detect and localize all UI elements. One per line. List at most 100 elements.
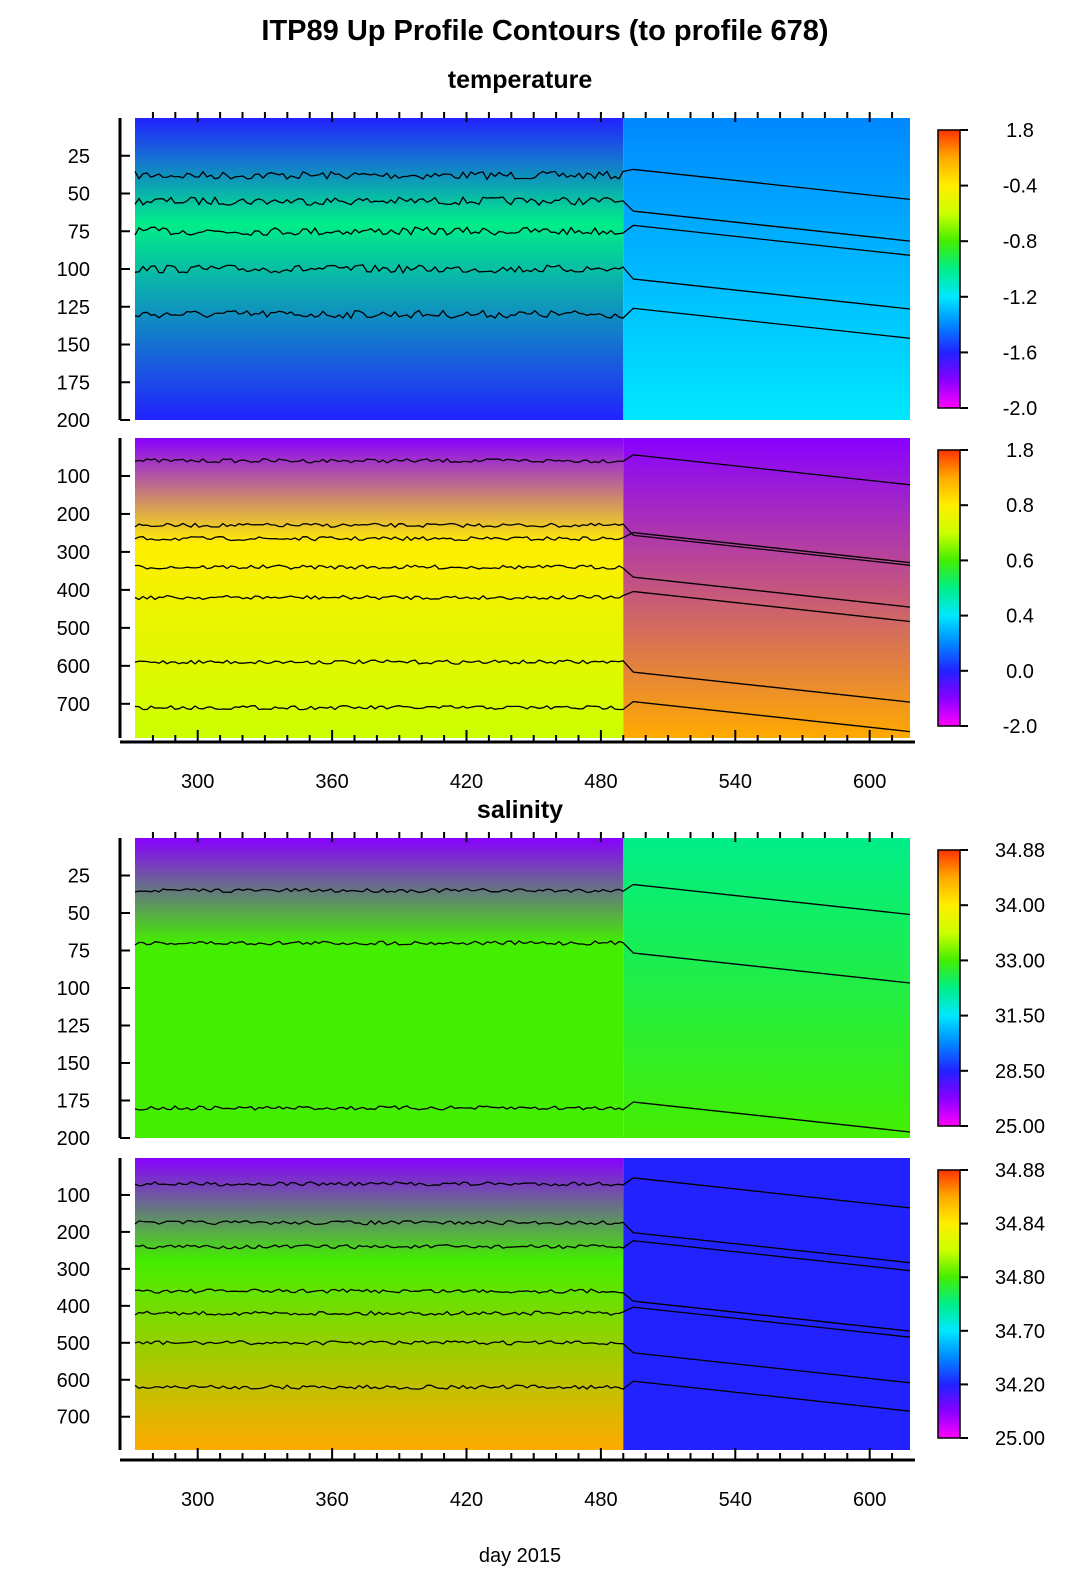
y-tick-label: 600 [57,656,90,678]
colorbar-label: 34.88 [995,840,1045,862]
x-tick-label: 600 [853,771,886,793]
y-tick-label: 200 [57,1128,90,1150]
x-tick-label: 540 [719,1489,752,1511]
contour-line [134,940,911,984]
colorbar-label: -0.8 [1003,231,1037,253]
colorbar-label: -2.0 [1003,716,1037,738]
contour-line [135,564,911,608]
contour-line [134,1219,911,1264]
heatmap-field-temperature-1 [135,118,624,420]
contour-line [134,307,911,339]
section-title-temperature: temperature [448,66,593,94]
colorbar-label: 34.20 [995,1374,1045,1396]
colorbar-temperature-1 [937,129,961,409]
x-tick-label: 480 [584,771,617,793]
y-tick-label: 500 [57,618,90,640]
heatmap-extrapolated-temperature-1 [623,118,910,420]
heatmap-extrapolated-temperature-2 [623,438,910,738]
x-tick-label: 480 [584,1489,617,1511]
contour-line [134,700,911,733]
x-tick-label: 420 [450,771,483,793]
y-tick-label: 50 [68,903,90,925]
contour-line [134,1101,911,1133]
colorbar-label: 34.00 [995,895,1045,917]
contour-line [134,168,911,201]
colorbar-label: 34.80 [995,1267,1045,1289]
y-tick-label: 100 [57,466,90,488]
x-tick-label: 540 [719,771,752,793]
colorbar-label: -1.2 [1003,287,1037,309]
panel-group: 25 50 75 100 125 150 175 200 1.8 -0.4 -0.8 -1.2 -1.6… [57,112,1045,1511]
y-tick-label: 25 [68,146,90,168]
x-tick-label: 360 [315,771,348,793]
contour-line [134,196,911,242]
colorbar-label: 0.6 [1006,550,1034,572]
contour-line [134,531,911,564]
x-tick-label: 600 [853,1489,886,1511]
contour-line [134,1380,911,1412]
contour-line [134,1240,911,1272]
colorbar-label: 28.50 [995,1061,1045,1083]
y-tick-label: 300 [57,542,90,564]
chart-title: ITP89 Up Profile Contours (to profile 67… [261,15,828,47]
contour-line [134,454,911,486]
y-tick-label: 500 [57,1333,90,1355]
contour-line [134,1177,911,1209]
colorbar-salinity-1 [937,849,961,1127]
y-tick-label: 400 [57,1296,90,1318]
y-tick-label: 200 [57,410,90,432]
y-tick-label: 100 [57,1185,90,1207]
contour-line [134,1340,911,1384]
y-tick-label: 700 [57,694,90,716]
y-tick-label: 175 [57,1091,90,1113]
y-tick-label: 25 [68,866,90,888]
y-tick-label: 300 [57,1259,90,1281]
colorbar-label: 31.50 [995,1006,1045,1028]
x-tick-label: 420 [450,1489,483,1511]
x-tick-label: 300 [181,771,214,793]
contour-line [134,590,911,623]
colorbar-label: 0.4 [1006,606,1034,628]
colorbar-temperature-2 [937,449,961,727]
y-tick-label: 400 [57,580,90,602]
y-tick-label: 50 [68,184,90,206]
x-tick-label: 360 [315,1489,348,1511]
contour-line [134,1306,911,1338]
heatmap-field-salinity-2 [135,1158,624,1450]
colorbar-label: 33.00 [995,950,1045,972]
colorbar-label: 34.88 [995,1160,1045,1182]
heatmap-field-temperature-2 [135,438,624,738]
colorbar-label: -0.4 [1003,176,1037,198]
contour-line [134,263,911,310]
y-tick-label: 700 [57,1407,90,1429]
heatmap-extrapolated-salinity-1 [623,838,910,1138]
colorbar-label: 1.8 [1006,120,1034,142]
y-tick-label: 75 [68,941,90,963]
colorbar-label: 1.8 [1006,440,1034,462]
colorbar-label: -2.0 [1003,398,1037,420]
x-axis-title: day 2015 [479,1545,561,1567]
contour-line [134,1288,911,1332]
y-tick-label: 200 [57,1222,90,1244]
y-tick-label: 125 [57,297,90,319]
colorbar-salinity-2 [937,1169,961,1439]
colorbar-label: 25.00 [995,1428,1045,1450]
y-tick-label: 200 [57,504,90,526]
section-title-salinity: salinity [477,796,563,824]
y-tick-label: 100 [57,259,90,281]
colorbar-label: 34.70 [995,1321,1045,1343]
y-tick-label: 600 [57,1370,90,1392]
y-tick-label: 150 [57,335,90,357]
colorbar-label: 0.0 [1006,661,1034,683]
y-tick-label: 125 [57,1016,90,1038]
colorbar-label: 0.8 [1006,495,1034,517]
contour-line [134,883,911,916]
y-tick-label: 75 [68,221,90,243]
colorbar-label: -1.6 [1003,342,1037,364]
heatmap-extrapolated-salinity-2 [623,1158,910,1450]
x-tick-label: 300 [181,1489,214,1511]
colorbar-label: 25.00 [995,1116,1045,1138]
y-tick-label: 100 [57,978,90,1000]
contour-line [134,522,911,566]
